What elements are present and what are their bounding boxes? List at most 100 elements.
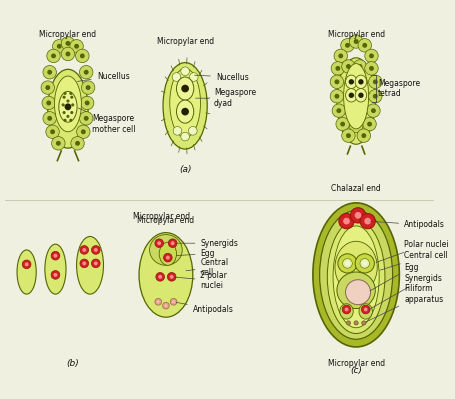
Circle shape: [362, 261, 367, 266]
Circle shape: [343, 218, 350, 225]
Ellipse shape: [330, 89, 344, 103]
Circle shape: [85, 117, 88, 120]
Circle shape: [157, 241, 161, 245]
Circle shape: [64, 93, 66, 94]
Text: Filiform
apparatus: Filiform apparatus: [366, 284, 443, 322]
Circle shape: [358, 79, 364, 85]
Circle shape: [81, 130, 85, 134]
Ellipse shape: [355, 75, 367, 89]
Text: Chalazal end: Chalazal end: [331, 184, 381, 193]
Circle shape: [155, 239, 163, 247]
Circle shape: [51, 130, 54, 134]
Ellipse shape: [42, 96, 56, 110]
Text: (b): (b): [66, 359, 79, 368]
Circle shape: [336, 67, 339, 70]
Circle shape: [22, 260, 31, 269]
Ellipse shape: [59, 91, 77, 122]
Circle shape: [56, 142, 60, 145]
Ellipse shape: [359, 304, 373, 319]
Ellipse shape: [367, 104, 380, 117]
Circle shape: [341, 122, 344, 126]
Text: Micropylar end: Micropylar end: [132, 212, 190, 221]
Text: (a): (a): [179, 166, 192, 174]
Text: Polar nuclei: Polar nuclei: [376, 240, 449, 263]
Ellipse shape: [61, 37, 75, 50]
Circle shape: [344, 308, 349, 311]
Circle shape: [354, 321, 358, 325]
Ellipse shape: [76, 49, 89, 63]
Ellipse shape: [327, 220, 385, 334]
Circle shape: [372, 109, 375, 113]
Text: Antipodals: Antipodals: [370, 221, 445, 229]
Ellipse shape: [345, 280, 370, 305]
Ellipse shape: [337, 58, 375, 144]
Circle shape: [173, 126, 182, 135]
Ellipse shape: [353, 60, 367, 73]
Circle shape: [54, 273, 57, 277]
Circle shape: [76, 142, 79, 145]
Circle shape: [368, 122, 371, 126]
Ellipse shape: [369, 75, 382, 89]
Circle shape: [172, 300, 175, 303]
Circle shape: [170, 275, 174, 279]
Circle shape: [65, 103, 71, 110]
Ellipse shape: [46, 125, 59, 138]
Ellipse shape: [81, 81, 95, 94]
Text: Synergids: Synergids: [368, 274, 442, 310]
Circle shape: [46, 86, 50, 89]
Ellipse shape: [41, 81, 55, 94]
Circle shape: [54, 254, 57, 258]
Ellipse shape: [51, 136, 65, 150]
Ellipse shape: [48, 69, 88, 148]
Ellipse shape: [344, 63, 369, 129]
Circle shape: [364, 218, 371, 225]
Circle shape: [347, 65, 350, 68]
Circle shape: [166, 256, 170, 260]
Ellipse shape: [342, 60, 355, 73]
Circle shape: [370, 67, 373, 70]
Circle shape: [370, 54, 373, 57]
Circle shape: [162, 302, 169, 309]
Text: Megaspore
mother cell: Megaspore mother cell: [78, 108, 136, 134]
Circle shape: [62, 104, 64, 106]
Ellipse shape: [159, 242, 177, 265]
Ellipse shape: [70, 40, 83, 53]
Circle shape: [360, 213, 375, 229]
Ellipse shape: [170, 68, 201, 138]
Circle shape: [167, 273, 176, 281]
Circle shape: [338, 254, 357, 273]
Circle shape: [80, 259, 89, 268]
Circle shape: [343, 259, 352, 268]
Circle shape: [168, 239, 177, 247]
Ellipse shape: [365, 62, 378, 75]
Text: Micropylar end: Micropylar end: [328, 359, 384, 368]
Circle shape: [157, 300, 160, 303]
Circle shape: [82, 248, 86, 252]
Circle shape: [171, 241, 175, 245]
Ellipse shape: [139, 233, 193, 317]
Ellipse shape: [342, 129, 355, 142]
Circle shape: [362, 134, 365, 137]
Circle shape: [362, 321, 366, 325]
Circle shape: [163, 253, 172, 262]
Circle shape: [70, 119, 72, 121]
Text: Megaspore
tetrad: Megaspore tetrad: [378, 79, 420, 98]
Ellipse shape: [357, 129, 370, 142]
Ellipse shape: [349, 35, 363, 48]
Text: Micropylar end: Micropylar end: [137, 216, 194, 225]
Circle shape: [85, 71, 88, 74]
Ellipse shape: [53, 40, 66, 53]
Text: (c): (c): [350, 366, 362, 375]
Circle shape: [66, 41, 70, 45]
Ellipse shape: [43, 65, 56, 79]
Ellipse shape: [76, 125, 90, 138]
Circle shape: [67, 108, 69, 110]
Ellipse shape: [17, 250, 36, 294]
Ellipse shape: [163, 63, 207, 149]
Text: Micropylar end: Micropylar end: [157, 37, 214, 46]
Ellipse shape: [369, 89, 382, 103]
Circle shape: [51, 271, 60, 279]
Ellipse shape: [349, 119, 363, 133]
Ellipse shape: [331, 62, 344, 75]
Ellipse shape: [365, 49, 378, 63]
